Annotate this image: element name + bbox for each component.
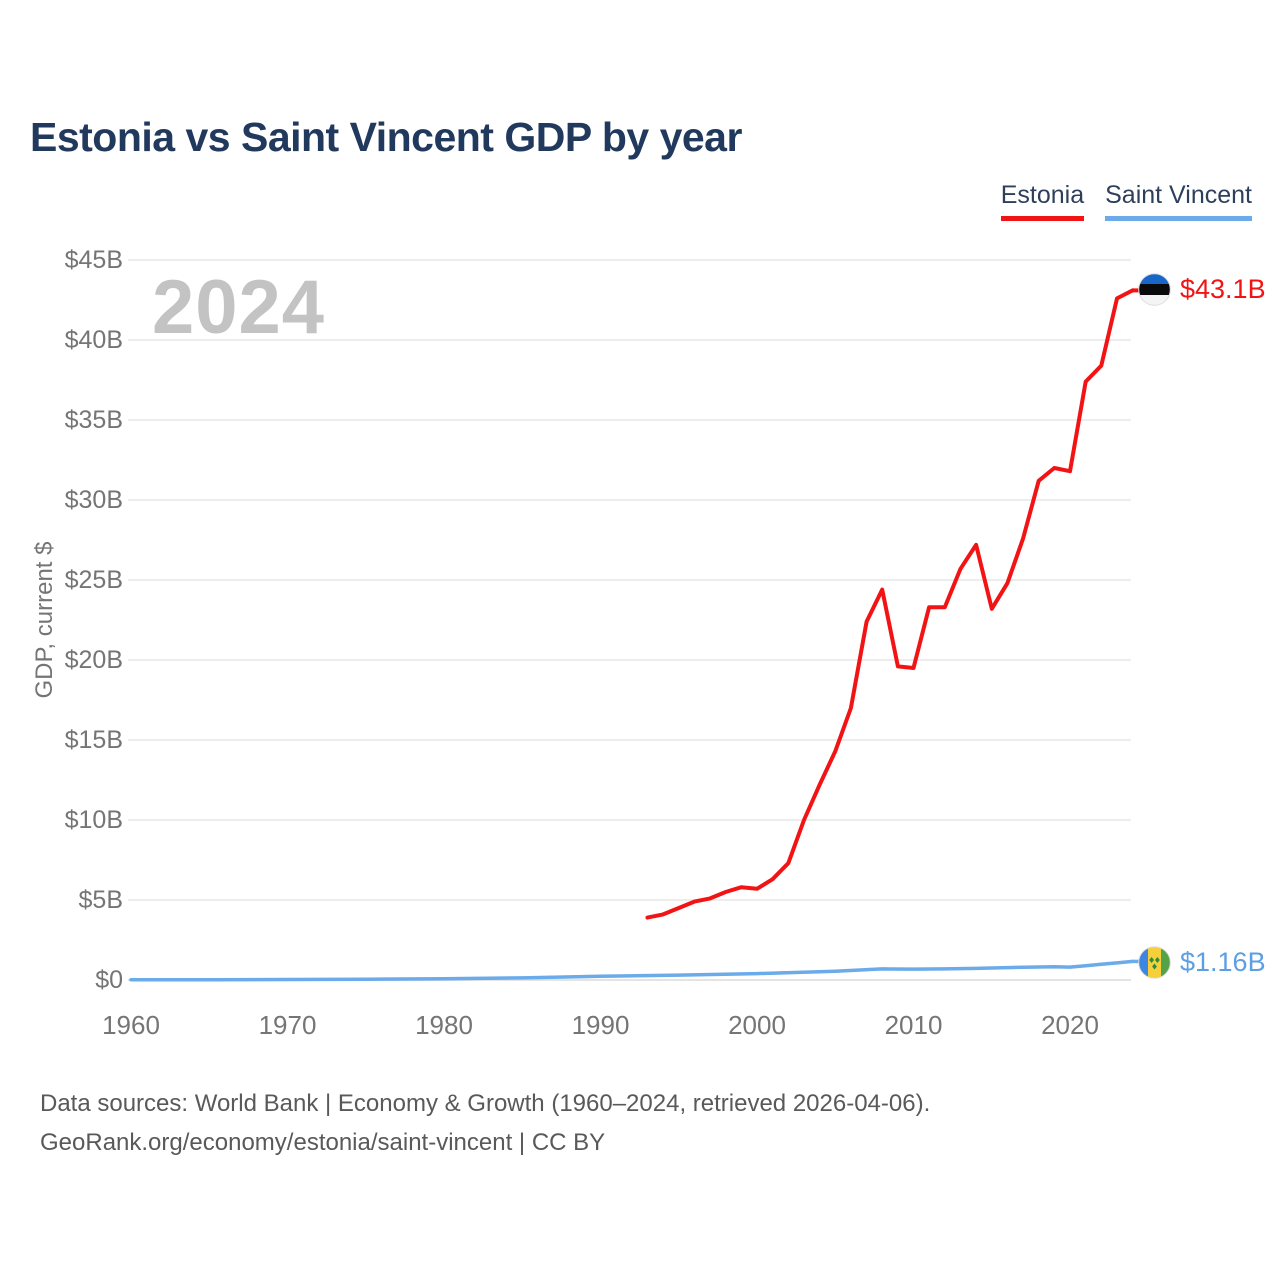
x-tick-label: 1960 [102, 1010, 160, 1040]
footer-sources: Data sources: World Bank | Economy & Gro… [40, 1090, 931, 1117]
saint-vincent-end-value: $1.16B [1180, 947, 1266, 977]
x-tick-label: 2020 [1041, 1010, 1099, 1040]
legend: Estonia Saint Vincent [1000, 181, 1252, 221]
saint-vincent-line [129, 959, 1135, 982]
page-title: Estonia vs Saint Vincent GDP by year [30, 114, 742, 160]
x-tick-label: 2000 [728, 1010, 786, 1040]
plot-area [128, 259, 1141, 982]
estonia-end-label: $43.1B [1138, 273, 1266, 306]
y-tick-label: $35B [64, 406, 123, 434]
legend-item-estonia[interactable]: Estonia [1000, 181, 1085, 221]
saint-vincent-end-label: $1.16B [1138, 946, 1266, 979]
watermark-year: 2024 [152, 265, 326, 350]
y-tick-label: $5B [78, 886, 123, 914]
y-tick-label: $20B [64, 646, 123, 674]
footer: Data sources: World Bank | Economy & Gro… [40, 1084, 930, 1162]
y-tick-label: $15B [64, 726, 123, 754]
estonia-flag-icon [1138, 273, 1171, 306]
estonia-line [645, 288, 1135, 920]
legend-item-saint-vincent[interactable]: Saint Vincent [1105, 181, 1252, 221]
estonia-end-value: $43.1B [1180, 274, 1266, 304]
y-tick-label: $40B [64, 326, 123, 354]
y-tick-label: $45B [64, 246, 123, 274]
x-tick-label: 2010 [884, 1010, 943, 1040]
x-tick-label: 1980 [415, 1010, 473, 1040]
y-axis-title: GDP, current $ [31, 541, 58, 699]
x-tick-label: 1990 [571, 1010, 630, 1040]
x-tick-label: 1970 [258, 1010, 317, 1040]
y-tick-label: $0 [95, 966, 123, 994]
footer-attribution: GeoRank.org/economy/estonia/saint-vincen… [40, 1129, 606, 1156]
saint-vincent-flag-icon [1138, 946, 1171, 979]
y-tick-label: $10B [64, 806, 123, 834]
y-tick-label: $30B [64, 486, 123, 514]
y-tick-label: $25B [64, 566, 123, 594]
